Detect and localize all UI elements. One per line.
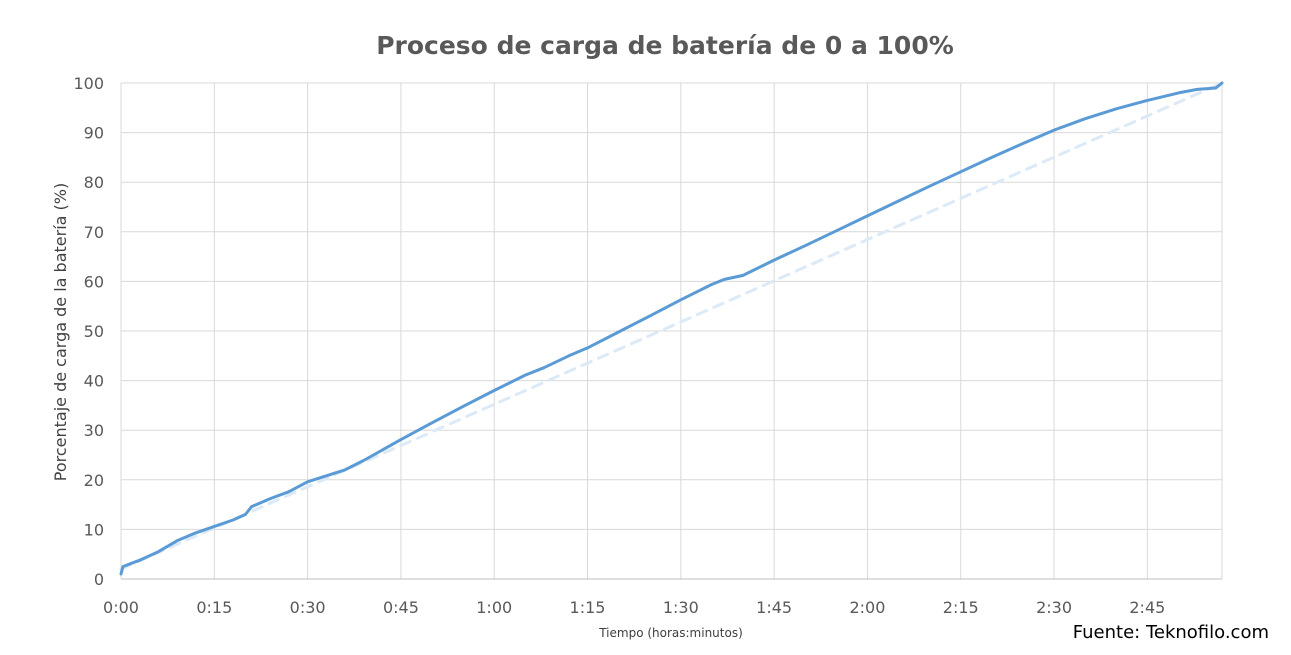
reference-series-line (119, 81, 1224, 571)
y-tick-label: 0 (94, 570, 104, 589)
y-tick-label: 40 (84, 372, 104, 391)
chart-grid (120, 82, 1223, 580)
x-tick-label: 0:30 (290, 598, 326, 617)
x-tick-label: 0:00 (103, 598, 139, 617)
y-tick-label: 60 (84, 272, 104, 291)
x-tick-label: 1:15 (570, 598, 606, 617)
source-note: Fuente: Teknofilo.com (1072, 622, 1269, 643)
y-tick-label: 90 (84, 124, 104, 143)
measured-series-line (119, 81, 1224, 576)
x-tick-label: 2:45 (1129, 598, 1165, 617)
x-tick-label: 0:15 (196, 598, 232, 617)
x-tick-label: 1:45 (756, 598, 792, 617)
y-axis-ticks: 0 10 20 30 40 50 60 70 80 90 100 (73, 74, 104, 589)
chart-series (119, 81, 1224, 576)
y-tick-label: 10 (84, 520, 104, 539)
x-tick-label: 0:45 (383, 598, 419, 617)
x-axis-label: Tiempo (horas:minutos) (598, 626, 743, 640)
x-tick-label: 2:30 (1036, 598, 1072, 617)
x-tick-label: 1:30 (663, 598, 699, 617)
x-axis-ticks: 0:00 0:15 0:30 0:45 1:00 1:15 1:30 1:45 2:00 2:15… (103, 598, 1165, 617)
y-tick-label: 100 (73, 74, 104, 93)
y-tick-label: 50 (84, 322, 104, 341)
y-tick-label: 30 (84, 421, 104, 440)
x-tick-label: 2:15 (943, 598, 979, 617)
chart-title: Proceso de carga de batería de 0 a 100% (376, 31, 954, 60)
x-tick-label: 2:00 (849, 598, 885, 617)
y-tick-label: 20 (84, 471, 104, 490)
y-tick-label: 80 (84, 173, 104, 192)
y-axis-label: Porcentaje de carga de la batería (%) (51, 183, 70, 481)
x-tick-label: 1:00 (476, 598, 512, 617)
y-tick-label: 70 (84, 223, 104, 242)
